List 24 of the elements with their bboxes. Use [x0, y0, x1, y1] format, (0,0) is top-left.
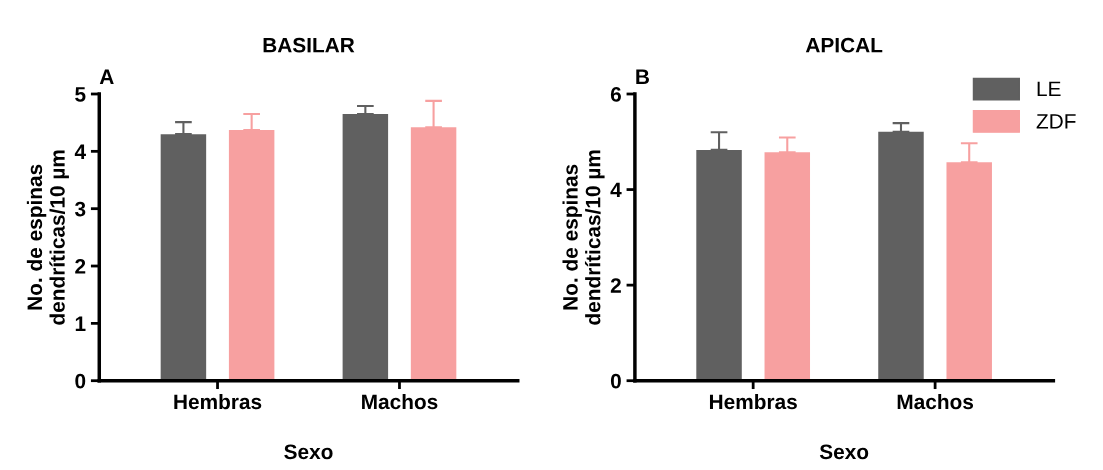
y-tick-label: 5 — [75, 87, 86, 102]
x-tick-label: Hembras — [174, 393, 262, 410]
legend-label: ZDF — [1036, 114, 1076, 129]
x-tick-label: Machos — [362, 393, 438, 410]
y-axis-title: No. de espinas dendríticas/10 µm — [26, 150, 69, 325]
x-axis-title: Sexo — [819, 444, 869, 460]
x-tick-label: Hembras — [709, 393, 797, 410]
x-axis-title: Sexo — [284, 444, 333, 460]
y-tick-label: 2 — [610, 278, 621, 293]
y-tick-label: 3 — [74, 201, 86, 217]
chart-title: BASILAR — [263, 37, 355, 53]
y-tick-label: 6 — [610, 87, 621, 102]
y-tick-label: 4 — [74, 144, 86, 159]
y-tick-label: 2 — [75, 259, 86, 274]
y-tick-label: 0 — [75, 373, 86, 389]
text: A — [99, 69, 114, 84]
y-tick-label: 4 — [610, 182, 622, 198]
x-tick-label: Machos — [897, 393, 974, 410]
chart-title: APICAL — [805, 37, 883, 53]
y-tick-label: 1 — [75, 316, 86, 331]
y-axis-title: No. de espinas dendríticas/10 µm — [562, 150, 605, 325]
y-tick-label: 0 — [610, 373, 621, 389]
text: B — [636, 69, 649, 84]
legend-label: LE — [1037, 81, 1061, 97]
